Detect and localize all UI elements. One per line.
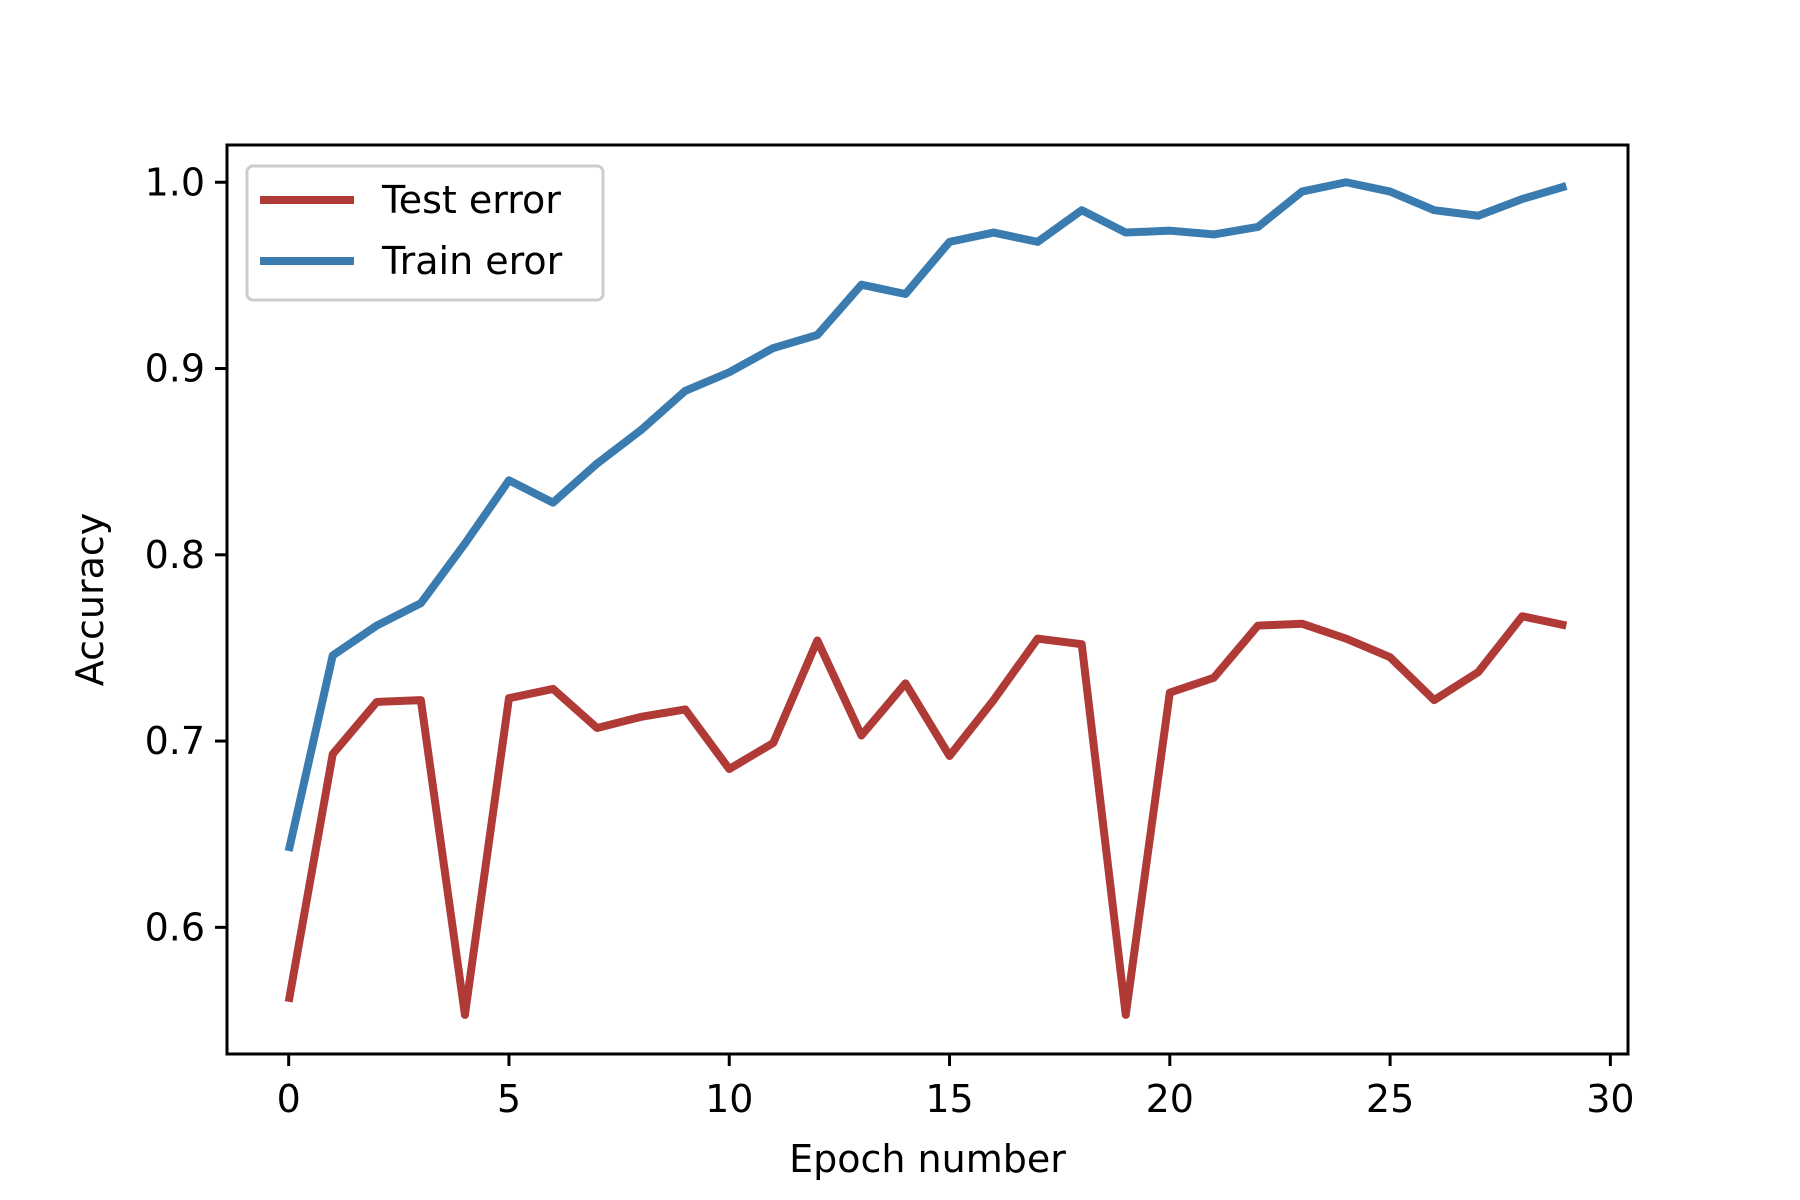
x-tick-label: 0 bbox=[277, 1077, 301, 1121]
legend-label-test-error: Test error bbox=[381, 178, 561, 222]
series-line-train-eror bbox=[284, 178, 1568, 852]
x-tick-label: 20 bbox=[1146, 1077, 1194, 1121]
y-tick-label: 0.8 bbox=[145, 533, 205, 577]
y-tick-label: 0.7 bbox=[145, 719, 205, 763]
x-tick-label: 25 bbox=[1366, 1077, 1414, 1121]
legend: Test error Train eror bbox=[245, 164, 605, 302]
x-axis-title: Epoch number bbox=[789, 1137, 1066, 1181]
plot-frame bbox=[225, 143, 1630, 1056]
ticks-layer: 0 5 10 15 20 25 30 0.6 0.7 0.8 0.9 1.0 bbox=[145, 160, 1635, 1121]
x-tick-label: 30 bbox=[1586, 1077, 1634, 1121]
y-tick-label: 1.0 bbox=[145, 160, 205, 204]
x-tick-label: 5 bbox=[497, 1077, 521, 1121]
series-line-test-error bbox=[284, 612, 1568, 1019]
series-layer bbox=[284, 178, 1568, 1019]
y-axis-title: Accuracy bbox=[68, 513, 112, 687]
y-tick-label: 0.6 bbox=[145, 905, 205, 949]
y-tick-label: 0.9 bbox=[145, 347, 205, 391]
x-tick-label: 15 bbox=[925, 1077, 973, 1121]
x-tick-label: 10 bbox=[705, 1077, 753, 1121]
legend-label-train-error: Train eror bbox=[381, 239, 563, 283]
